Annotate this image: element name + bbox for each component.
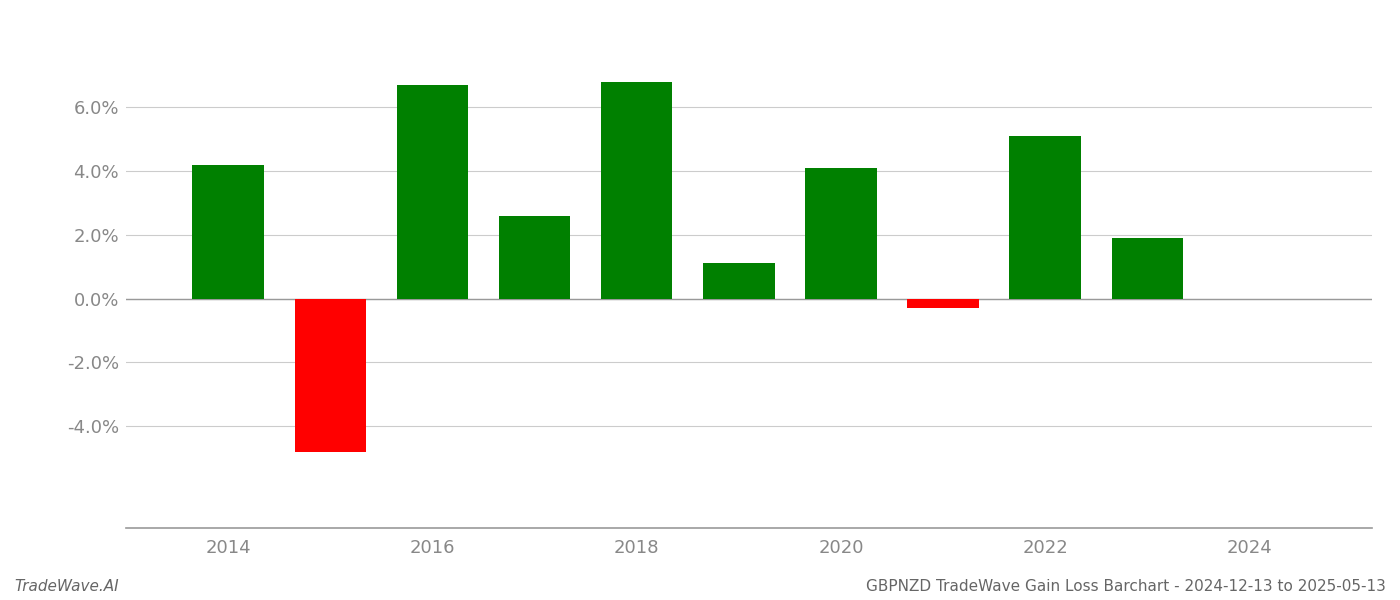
Bar (907, 298, 979, 308)
Bar (396, 85, 468, 298)
Bar (498, 215, 570, 298)
Bar (703, 263, 774, 298)
Text: GBPNZD TradeWave Gain Loss Barchart - 2024-12-13 to 2025-05-13: GBPNZD TradeWave Gain Loss Barchart - 20… (867, 579, 1386, 594)
Bar (805, 168, 876, 298)
Bar (601, 82, 672, 298)
Bar (1009, 136, 1081, 298)
Bar (192, 164, 263, 298)
Bar (1112, 238, 1183, 298)
Text: TradeWave.AI: TradeWave.AI (14, 579, 119, 594)
Bar (294, 298, 365, 452)
